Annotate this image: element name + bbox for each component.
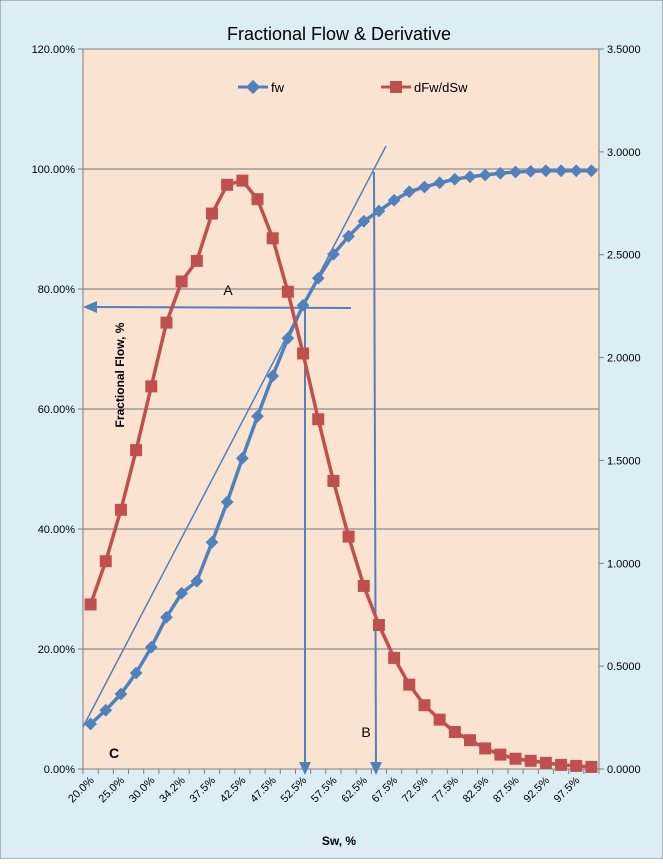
vertical-arrow-head-left bbox=[299, 762, 311, 775]
x-axis-title: Sw, % bbox=[322, 834, 357, 848]
fw-point bbox=[235, 451, 249, 465]
chart-title: Fractional Flow & Derivative bbox=[227, 24, 451, 44]
annotation-label-c: C bbox=[109, 745, 119, 761]
dfw-point bbox=[175, 275, 188, 288]
dfw-point bbox=[479, 742, 492, 755]
fw-point bbox=[281, 331, 295, 345]
fw-point bbox=[463, 170, 477, 184]
fw-point bbox=[251, 409, 264, 423]
fw-point bbox=[266, 369, 280, 383]
y2-tick-label: 1.5000 bbox=[607, 455, 641, 467]
dfw-point bbox=[251, 193, 264, 206]
dfw-point bbox=[297, 347, 310, 360]
y-tick-label: 120.00% bbox=[32, 44, 76, 56]
fw-point bbox=[342, 229, 355, 243]
fw-point bbox=[387, 193, 401, 207]
y-tick-label: 40.00% bbox=[38, 524, 76, 536]
y2-tick-label: 2.5000 bbox=[607, 250, 641, 262]
dfw-point bbox=[357, 579, 370, 592]
y2-tick-label: 0.5000 bbox=[607, 661, 641, 673]
fw-point bbox=[402, 185, 416, 199]
dfw-point bbox=[509, 752, 522, 765]
dfw-point bbox=[539, 756, 552, 769]
tangent-line bbox=[82, 145, 387, 728]
fw-point bbox=[327, 247, 340, 261]
fw-point bbox=[448, 172, 462, 186]
fw-point bbox=[372, 204, 386, 218]
dfw-point bbox=[145, 380, 158, 393]
y-tick-label: 100.00% bbox=[32, 164, 76, 176]
y2-tick-label: 3.0000 bbox=[607, 147, 641, 159]
dfw-point bbox=[570, 759, 583, 772]
horizontal-arrow-head bbox=[83, 301, 97, 313]
dfw-point bbox=[418, 699, 431, 712]
horizontal-arrow-line bbox=[84, 306, 352, 309]
dfw-point bbox=[281, 285, 294, 298]
y-axis-title: Fractional Flow, % bbox=[113, 322, 127, 427]
dfw-point bbox=[494, 748, 507, 761]
annotation-label-a: A bbox=[223, 282, 233, 298]
series-layer bbox=[84, 164, 598, 773]
y-tick-label: 0.00% bbox=[44, 764, 75, 776]
fw-point bbox=[220, 495, 234, 509]
fw-point bbox=[493, 166, 507, 180]
dfw-series-line bbox=[88, 178, 592, 769]
annotation-label-b: B bbox=[361, 724, 370, 740]
fw-series-line bbox=[89, 169, 592, 726]
dfw-point bbox=[372, 619, 385, 631]
fw-point bbox=[433, 176, 447, 190]
y-tick-label: 80.00% bbox=[38, 284, 76, 296]
dfw-point bbox=[524, 754, 537, 767]
dfw-point bbox=[342, 530, 355, 543]
legend-dfw-label: dFw/dSw bbox=[414, 80, 468, 95]
dfw-point bbox=[84, 598, 97, 611]
vertical-arrow-head-right bbox=[370, 762, 382, 775]
vertical-arrow-line-right bbox=[373, 171, 377, 769]
dfw-point bbox=[312, 413, 325, 426]
dfw-point bbox=[190, 254, 203, 267]
dfw-point bbox=[448, 725, 461, 738]
right-axis-ticks: 0.0000 0.5000 1.0000 1.5000 2.0000 2.5000 3.00… bbox=[599, 44, 641, 776]
dfw-point bbox=[236, 174, 249, 187]
dfw-point bbox=[206, 207, 218, 220]
dfw-point bbox=[464, 734, 476, 747]
left-axis-ticks: 0.00% 20.00% 40.00% 60.00% 80.00% 100.00% 120.… bbox=[32, 44, 83, 776]
fw-point bbox=[311, 271, 325, 285]
dfw-point bbox=[130, 444, 143, 457]
dfw-point bbox=[388, 651, 401, 664]
dfw-point bbox=[327, 475, 340, 487]
fw-point bbox=[418, 180, 431, 194]
dfw-point bbox=[403, 678, 416, 691]
y2-tick-label: 1.0000 bbox=[607, 558, 641, 570]
legend-dfw-marker bbox=[390, 81, 402, 93]
dfw-point bbox=[160, 316, 173, 329]
y2-tick-label: 3.5000 bbox=[607, 44, 641, 56]
y-tick-label: 60.00% bbox=[38, 404, 76, 416]
legend-fw-label: fw bbox=[271, 80, 285, 95]
dfw-point bbox=[266, 232, 279, 245]
dfw-point bbox=[99, 555, 112, 568]
y-tick-label: 20.00% bbox=[38, 644, 76, 656]
legend: fw dFw/dSw bbox=[238, 79, 468, 95]
fw-point bbox=[357, 214, 371, 228]
dfw-point bbox=[114, 503, 127, 516]
y2-tick-label: 0.0000 bbox=[607, 764, 641, 776]
dfw-point bbox=[221, 178, 234, 191]
dfw-point bbox=[433, 713, 446, 726]
dfw-point bbox=[585, 760, 598, 773]
y2-tick-label: 2.0000 bbox=[607, 353, 641, 365]
dfw-point bbox=[555, 758, 568, 771]
fw-point bbox=[478, 168, 492, 182]
fw-point bbox=[296, 298, 310, 312]
